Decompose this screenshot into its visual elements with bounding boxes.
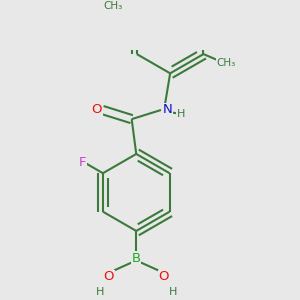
Text: O: O	[92, 103, 102, 116]
Text: CH₃: CH₃	[217, 58, 236, 68]
Text: O: O	[158, 270, 169, 283]
Text: O: O	[103, 270, 114, 283]
Text: H: H	[169, 287, 177, 297]
Text: H: H	[177, 109, 185, 119]
Text: H: H	[95, 287, 104, 297]
Text: B: B	[132, 252, 141, 265]
Text: N: N	[163, 103, 172, 116]
Text: CH₃: CH₃	[103, 2, 123, 11]
Text: F: F	[79, 156, 86, 169]
